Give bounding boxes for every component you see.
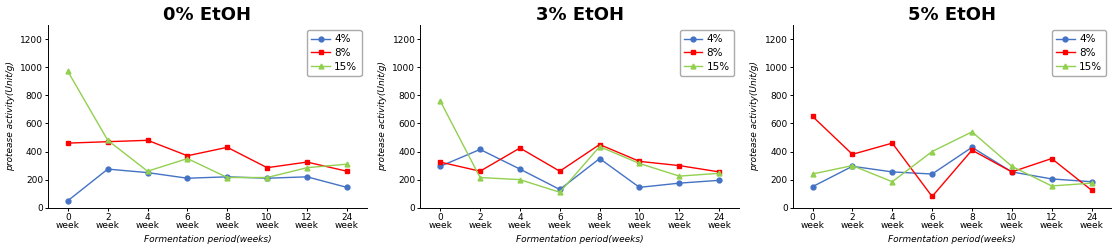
8% <box>593 143 607 146</box>
Line: 8%: 8% <box>810 114 1094 199</box>
15% <box>101 139 114 142</box>
15% <box>433 100 447 102</box>
Title: 0% EtOH: 0% EtOH <box>163 6 251 24</box>
4% <box>341 186 354 189</box>
4% <box>713 179 726 182</box>
15% <box>886 180 899 183</box>
4% <box>965 146 978 149</box>
Line: 4%: 4% <box>438 147 722 192</box>
8% <box>1005 170 1019 173</box>
8% <box>181 154 194 157</box>
Line: 4%: 4% <box>66 167 350 203</box>
4% <box>1046 178 1059 180</box>
Legend: 4%, 8%, 15%: 4%, 8%, 15% <box>307 30 362 76</box>
8% <box>341 170 354 173</box>
Line: 15%: 15% <box>438 98 722 195</box>
4% <box>886 170 899 173</box>
15% <box>474 176 487 179</box>
Line: 8%: 8% <box>438 142 722 174</box>
4% <box>260 177 274 180</box>
Legend: 4%, 8%, 15%: 4%, 8%, 15% <box>1052 30 1106 76</box>
4% <box>300 175 314 178</box>
8% <box>474 170 487 173</box>
4% <box>553 188 566 191</box>
4% <box>925 172 938 176</box>
Y-axis label: protease activity(Unit/g): protease activity(Unit/g) <box>378 62 386 172</box>
8% <box>141 139 154 142</box>
Line: 15%: 15% <box>810 130 1094 188</box>
8% <box>101 140 114 143</box>
15% <box>805 172 819 176</box>
Legend: 4%, 8%, 15%: 4%, 8%, 15% <box>679 30 734 76</box>
4% <box>474 148 487 151</box>
15% <box>300 166 314 169</box>
4% <box>1005 170 1019 173</box>
15% <box>1005 165 1019 168</box>
4% <box>61 199 75 202</box>
Line: 15%: 15% <box>66 69 350 180</box>
8% <box>553 170 566 173</box>
8% <box>1046 157 1059 160</box>
8% <box>260 166 274 169</box>
X-axis label: Formentation period(weeks): Formentation period(weeks) <box>144 236 271 244</box>
8% <box>965 149 978 152</box>
15% <box>672 174 686 178</box>
4% <box>593 157 607 160</box>
4% <box>181 177 194 180</box>
15% <box>341 163 354 166</box>
8% <box>886 142 899 144</box>
8% <box>633 160 647 163</box>
8% <box>61 142 75 144</box>
15% <box>513 178 526 181</box>
8% <box>846 153 859 156</box>
X-axis label: Formentation period(weeks): Formentation period(weeks) <box>516 236 643 244</box>
4% <box>141 171 154 174</box>
15% <box>553 191 566 194</box>
15% <box>181 157 194 160</box>
8% <box>513 146 526 150</box>
Line: 4%: 4% <box>810 145 1094 189</box>
4% <box>805 185 819 188</box>
15% <box>846 164 859 167</box>
X-axis label: Formentation period(weeks): Formentation period(weeks) <box>888 236 1015 244</box>
Y-axis label: protease activity(Unit/g): protease activity(Unit/g) <box>6 62 15 172</box>
15% <box>713 172 726 175</box>
4% <box>433 165 447 168</box>
4% <box>846 165 859 168</box>
Line: 8%: 8% <box>66 138 350 174</box>
4% <box>1085 180 1098 183</box>
Title: 3% EtOH: 3% EtOH <box>536 6 623 24</box>
8% <box>925 195 938 198</box>
8% <box>433 160 447 164</box>
4% <box>101 168 114 170</box>
8% <box>805 115 819 118</box>
8% <box>220 146 233 149</box>
4% <box>220 175 233 178</box>
15% <box>260 176 274 179</box>
15% <box>965 130 978 133</box>
15% <box>61 70 75 73</box>
15% <box>633 162 647 165</box>
15% <box>1046 184 1059 188</box>
15% <box>141 170 154 173</box>
8% <box>672 164 686 167</box>
15% <box>220 176 233 179</box>
4% <box>672 182 686 185</box>
15% <box>593 145 607 148</box>
8% <box>713 170 726 173</box>
Title: 5% EtOH: 5% EtOH <box>908 6 996 24</box>
4% <box>633 186 647 189</box>
4% <box>513 168 526 170</box>
15% <box>925 150 938 153</box>
8% <box>300 160 314 164</box>
15% <box>1085 182 1098 185</box>
8% <box>1085 189 1098 192</box>
Y-axis label: protease activity(Unit/g): protease activity(Unit/g) <box>751 62 760 172</box>
